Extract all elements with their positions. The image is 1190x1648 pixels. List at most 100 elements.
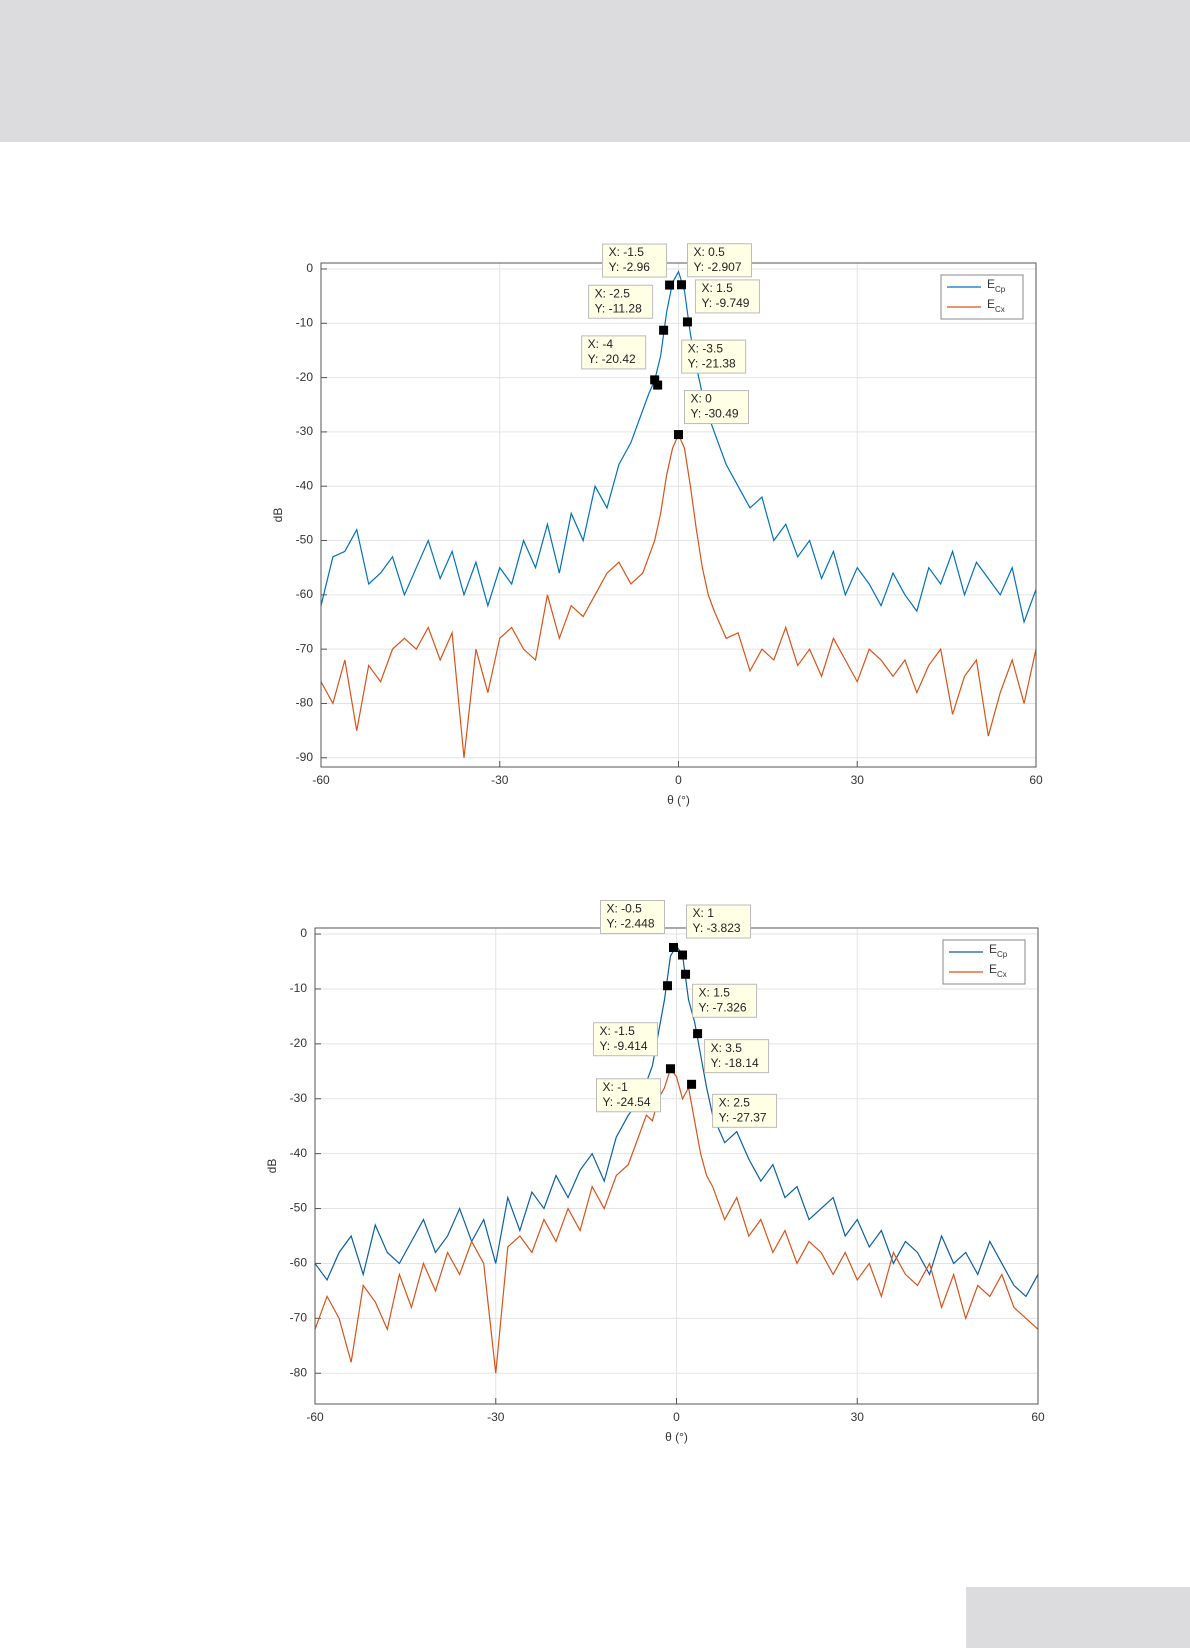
x-tick-label: 60 [1031,1410,1045,1424]
data-tip-marker [693,1029,703,1039]
y-tick-label: -40 [290,1146,308,1160]
data-tip-text: X: 0 [691,392,713,406]
data-tip: X: 2.5Y: -27.37 [687,1079,778,1128]
data-tip-text: Y: -7.326 [699,1000,747,1014]
data-tip: X: -1Y: -24.54 [595,1064,675,1113]
data-tip-text: Y: -2.96 [609,260,651,274]
data-tip-text: X: -4 [588,337,614,351]
y-tick-label: -50 [296,533,314,547]
data-line [320,270,1037,625]
data-tip: X: 1.5Y: -9.749 [682,279,760,327]
y-tick-label: -10 [290,981,308,995]
data-tip-box [686,904,752,939]
data-tip-marker [668,942,678,952]
data-tip-text: X: -2.5 [595,286,631,300]
data-tip-text: X: -0.5 [606,902,642,916]
y-tick-label: -50 [290,1201,308,1215]
legend-box [942,939,1026,985]
data-tip-text: Y: -9.414 [599,1039,647,1053]
x-tick-label: 0 [675,773,682,787]
x-axis-label: θ (°) [665,1430,688,1444]
data-tip: X: 0.5Y: -2.907 [676,243,752,290]
data-tip-box [588,284,654,319]
data-tip-box [694,279,760,314]
y-tick-label: -80 [296,696,314,710]
data-tip-marker [662,981,672,991]
data-tip-text: Y: -20.42 [588,352,636,366]
legend-label: ECp [987,277,1006,294]
data-tip-marker [650,375,660,385]
legend-label: ECp [989,942,1008,959]
data-tip: X: -1.5Y: -9.414 [592,981,672,1057]
data-tip-text: Y: -9.749 [701,296,749,310]
data-tip-box [602,243,668,278]
data-tip-marker [659,325,669,335]
data-tip: X: 1.5Y: -7.326 [681,969,758,1018]
data-tip-text: Y: -27.37 [719,1110,767,1124]
data-tip-box [712,1093,778,1128]
data-tip-marker [687,1079,697,1089]
data-tip-text: Y: -30.49 [691,407,739,421]
data-tip: X: 1Y: -3.823 [678,904,752,960]
data-tip-text: X: 3.5 [711,1041,743,1055]
data-tip-box [684,390,749,425]
data-tip-text: X: -1.5 [599,1024,635,1038]
y-tick-label: -60 [296,587,314,601]
x-tick-label: 30 [851,773,865,787]
data-tip-marker [665,280,675,290]
data-tip-marker [678,950,688,960]
x-tick-label: 30 [851,1410,865,1424]
axes-box [314,927,1039,1405]
data-tip-box [581,335,647,370]
x-tick-label: 0 [673,1410,680,1424]
y-tick-label: -40 [296,478,314,492]
axes-box [320,262,1037,768]
y-tick-label: -10 [296,315,314,329]
data-tip-marker [682,317,692,327]
data-tip-text: Y: -24.54 [602,1095,650,1109]
y-tick-label: -20 [290,1036,308,1050]
data-tip: X: -3.5Y: -21.38 [653,339,747,390]
data-tip: X: -2.5Y: -11.28 [588,284,669,335]
data-tip-box [686,243,752,278]
data-tip: X: 0Y: -30.49 [674,390,749,440]
legend-label: ECx [987,297,1005,314]
data-tip-marker [665,1064,675,1074]
data-tip: X: -4Y: -20.42 [581,335,660,385]
plot: -60 -30 0 30 60 0 -10 -20 -30 -40 -50 -60 -70 -80 θ (°… [265,899,1045,1444]
data-tip-text: Y: -21.38 [688,356,736,370]
x-tick-label: -30 [487,1410,505,1424]
data-tip: X: -1.5Y: -2.96 [602,243,675,290]
data-tip-marker [681,969,691,979]
data-tip-text: X: 1.5 [701,281,733,295]
data-tip: X: -0.5Y: -2.448 [599,899,678,952]
data-tip-box [692,983,758,1018]
data-tip-box [595,1078,661,1113]
data-tip-text: Y: -2.907 [693,260,741,274]
y-tick-label: 0 [306,261,313,275]
y-tick-label: -30 [296,424,314,438]
y-tick-label: -90 [296,750,314,764]
data-tip-box [592,1022,658,1057]
x-tick-label: -30 [491,773,509,787]
data-tip-text: Y: -2.448 [606,917,654,931]
data-tip-text: X: 1 [693,906,715,920]
x-tick-label: -60 [312,773,330,787]
data-tip-marker [674,430,683,440]
x-tick-label: 60 [1029,773,1043,787]
y-tick-label: -70 [290,1311,308,1325]
data-tip-marker [653,380,663,390]
y-tick-label: -60 [290,1256,308,1270]
data-tip-box [599,899,665,934]
plot: -60 -30 0 30 60 0 -10 -20 -30 -40 -50 -60 -70 -80 -90 θ… [271,243,1043,807]
data-tip-text: X: -1 [602,1080,628,1094]
data-tip-text: X: 2.5 [719,1095,751,1109]
legend-label: ECx [989,962,1007,979]
data-tip-text: X: -3.5 [688,341,724,355]
y-tick-label: -80 [290,1365,308,1379]
data-tip-text: X: 0.5 [693,245,725,259]
data-tip: X: 3.5Y: -18.14 [693,1029,770,1074]
y-tick-label: 0 [300,926,307,940]
data-tip-box [681,339,747,374]
